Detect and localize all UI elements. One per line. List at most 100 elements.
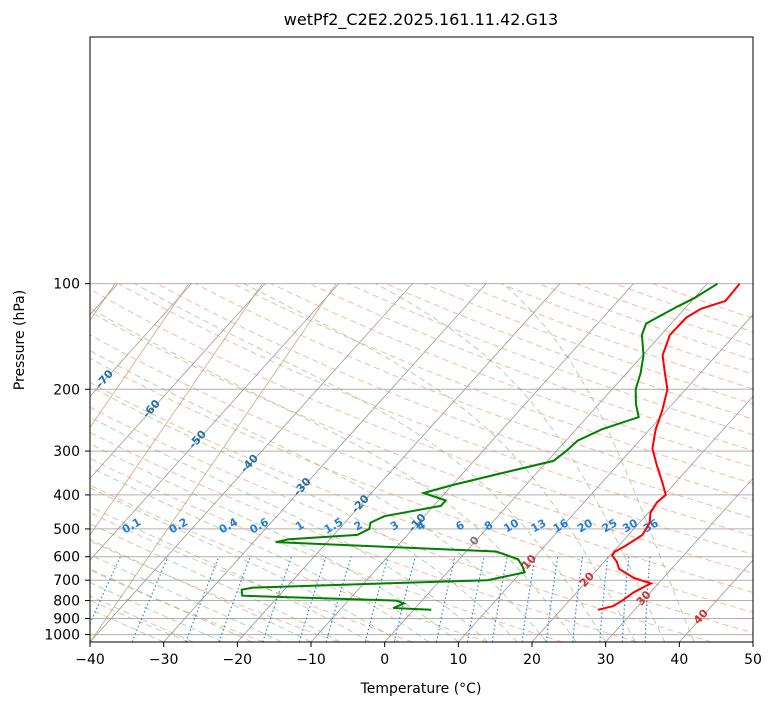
mixing-ratio-label: 25 [600,516,620,535]
skewed-isotherm [90,283,192,398]
dry-adiabat [90,540,339,642]
dry-adiabat [194,283,753,502]
dry-adiabat [90,311,753,574]
y-tick-label: 100 [53,277,80,293]
x-tick-label: −20 [223,652,253,668]
skewed-isotherm [310,283,634,642]
curved-guide-line [90,283,337,642]
moist-adiabat [90,538,312,642]
skewed-isotherm [90,283,413,642]
y-tick-label: 500 [53,522,80,538]
profile-series [240,282,741,611]
mixing-ratio-label: 0.6 [248,515,272,536]
y-tick-label: 1000 [44,628,80,644]
y-tick-label: 200 [53,382,80,398]
dry-adiabat [118,283,753,537]
x-tick-label: −10 [296,652,326,668]
moist-adiabat [90,416,489,642]
mixing-ratio-line [621,556,630,642]
dry-adiabat [423,283,753,405]
mixing-ratio-line [466,556,485,642]
mixing-ratio-line [599,556,609,642]
plot-frame [89,36,754,643]
moist-adiabat [375,283,666,642]
moist-adiabat [90,443,459,642]
moist-adiabat [90,350,548,642]
dry-adiabat [271,283,753,468]
mixing-ratio-line [393,556,416,642]
dry-adiabat [652,283,753,319]
mixing-ratio-label: 0.2 [167,515,190,536]
mixing-ratio-label: 1.5 [322,515,345,536]
chart-title: wetPf2_C2E2.2025.161.11.42.G13 [284,10,558,30]
dry-adiabat [462,283,753,390]
dry-adiabat [90,484,488,642]
skewed-isotherm [458,313,753,642]
dry-adiabat [347,283,753,436]
moist-adiabat [90,523,341,642]
x-tick-label: 0 [380,652,389,668]
mixing-ratio-line [545,556,559,642]
skewed-isotherm [531,395,753,642]
x-tick-label: −40 [75,652,105,668]
dry-adiabat [576,283,753,347]
skewed-isotherm [90,283,266,479]
x-tick-label: 20 [523,652,541,668]
x-tick-label: −30 [149,652,179,668]
mixing-ratio-label: 16 [551,516,571,535]
y-tick-label: 700 [53,573,80,589]
dewpoint-profile-line [240,282,719,611]
moist-adiabat [90,568,253,642]
skewed-isotherm [679,559,753,642]
y-tick-label: 300 [53,444,80,460]
moist-adiabat [90,553,282,642]
mixing-ratio-line [644,556,651,642]
x-tick-label: 10 [449,652,467,668]
mixing-ratio-line [185,556,220,642]
x-tick-label: 40 [670,652,688,668]
mixing-ratio-line [491,556,508,642]
dry-adiabat [309,283,753,452]
dry-adiabat [614,283,753,333]
mixing-ratio-line [572,556,584,642]
curved-guide-line [90,283,190,429]
background-reference-lines [90,283,753,642]
y-tick-label: 900 [53,612,80,628]
curved-guide-line [90,283,263,536]
dry-adiabat [90,288,753,555]
dry-adiabat [385,283,753,420]
dry-adiabat [90,406,712,642]
moist-adiabat [90,505,371,642]
skewed-isotherm [237,283,561,642]
moist-adiabat [134,283,607,642]
moist-adiabat [90,307,577,642]
mixing-ratio-label: 20 [575,516,595,535]
dry-adiabat [90,381,753,634]
moist-adiabat [90,466,430,642]
temperature-profile-line [597,283,741,611]
moist-adiabat [243,283,636,642]
mixing-ratio-line [521,556,536,642]
mixing-ratio-line [262,556,293,642]
dry-adiabat [156,283,753,519]
x-axis-ticks: −40 −30 −20 −10 0 10 20 30 40 50 [75,642,762,668]
mixing-ratio-line [90,556,121,625]
y-tick-label: 400 [53,488,80,504]
isotherm-label: -80 [44,340,67,364]
dry-adiabat [90,512,414,642]
mixing-ratio-line [131,556,169,642]
moist-adiabat [502,283,695,642]
x-tick-label: 50 [744,652,762,668]
moist-adiabat [90,582,223,642]
skewed-isotherm [752,641,753,642]
moist-adiabat [90,595,194,642]
mixing-ratio-label: 0.1 [120,515,143,536]
dry-adiabat [233,283,753,485]
reference-line-labels: 0.10.20.40.611.52346810131620253036-100-… [44,340,711,627]
x-tick-label: 30 [597,652,615,668]
skewed-isotherm [90,283,340,561]
skewed-isotherm [605,477,753,642]
y-axis-label: Pressure (hPa) [12,290,28,390]
